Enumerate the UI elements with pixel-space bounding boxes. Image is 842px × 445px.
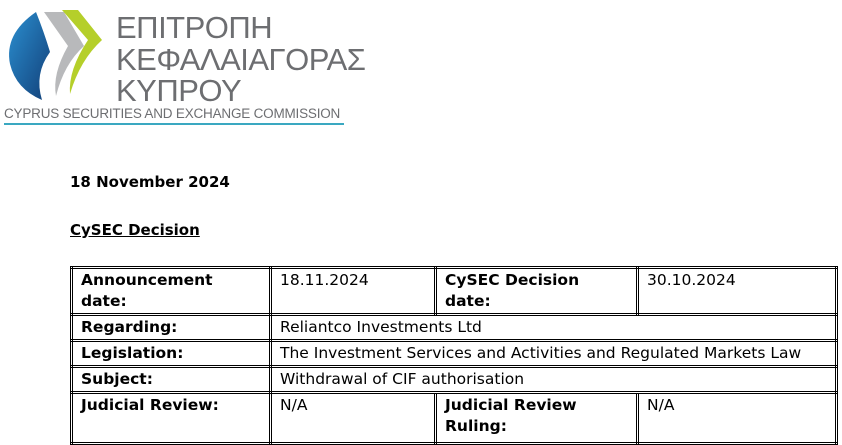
document-date: 18 November 2024: [70, 173, 230, 191]
table-row: Announcement date: 18.11.2024 CySEC Deci…: [70, 266, 838, 316]
judicial-review-label: Judicial Review:: [70, 391, 272, 445]
judicial-review-ruling-label: Judicial Review Ruling:: [434, 391, 639, 445]
logo-underline: [4, 123, 344, 125]
logo-chevrons-icon: [9, 10, 102, 100]
document-heading: CySEC Decision: [70, 221, 200, 239]
cysec-logo: ΕΠΙΤΡΟΠΗ ΚΕΦΑΛΑΙΑΓΟΡΑΣ ΚΥΠΡΟΥ: [4, 4, 366, 129]
table-row: Judicial Review: N/A Judicial Review Rul…: [70, 391, 838, 445]
legislation-value: The Investment Services and Activities a…: [269, 339, 838, 368]
regarding-label: Regarding:: [70, 313, 272, 342]
logo-greek-line-2: ΚΕΦΑΛΑΙΑΓΟΡΑΣ: [116, 42, 366, 77]
subject-value: Withdrawal of CIF authorisation: [269, 365, 838, 394]
decision-date-value: 30.10.2024: [636, 266, 838, 316]
decision-table: Announcement date: 18.11.2024 CySEC Deci…: [70, 266, 838, 445]
legislation-label: Legislation:: [70, 339, 272, 368]
table-row: Legislation: The Investment Services and…: [70, 339, 838, 368]
subject-label: Subject:: [70, 365, 272, 394]
logo-greek-line-1: ΕΠΙΤΡΟΠΗ: [116, 10, 273, 45]
logo-english-name: CYPRUS SECURITIES AND EXCHANGE COMMISSIO…: [4, 106, 341, 121]
table-row: Regarding: Reliantco Investments Ltd: [70, 313, 838, 342]
logo-greek-line-3: ΚΥΠΡΟΥ: [116, 73, 242, 108]
judicial-review-value: N/A: [269, 391, 437, 445]
decision-date-label: CySEC Decision date:: [434, 266, 639, 316]
table-row: Subject: Withdrawal of CIF authorisation: [70, 365, 838, 394]
announcement-date-label: Announcement date:: [70, 266, 272, 316]
regarding-value: Reliantco Investments Ltd: [269, 313, 838, 342]
judicial-review-ruling-value: N/A: [636, 391, 838, 445]
announcement-date-value: 18.11.2024: [269, 266, 437, 316]
